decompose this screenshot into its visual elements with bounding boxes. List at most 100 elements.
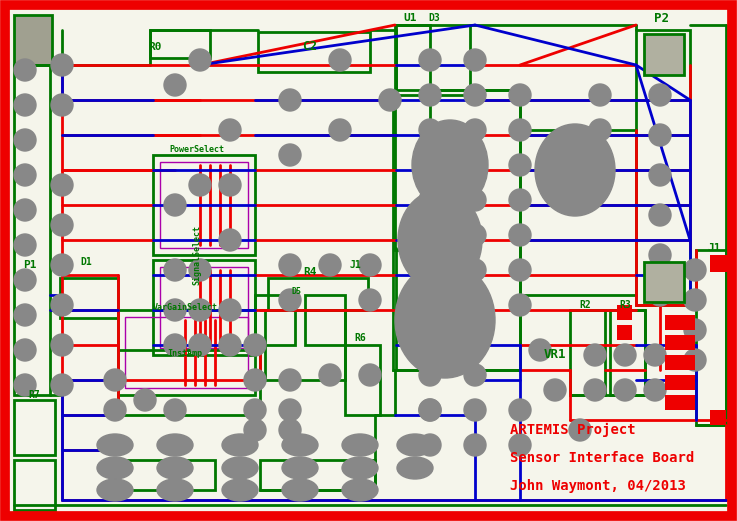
- Bar: [160, 162, 248, 248]
- Ellipse shape: [97, 434, 133, 456]
- Circle shape: [164, 74, 186, 96]
- Circle shape: [164, 299, 186, 321]
- Circle shape: [14, 164, 36, 186]
- Circle shape: [14, 339, 36, 361]
- Bar: [268, 278, 368, 310]
- Bar: [153, 155, 255, 255]
- Text: R2: R2: [579, 300, 591, 310]
- Circle shape: [359, 364, 381, 386]
- Text: John Waymont, 04/2013: John Waymont, 04/2013: [510, 479, 686, 493]
- Circle shape: [419, 294, 441, 316]
- Circle shape: [189, 334, 211, 356]
- Ellipse shape: [342, 434, 378, 456]
- Bar: [118, 350, 260, 415]
- Circle shape: [509, 119, 531, 141]
- Circle shape: [51, 374, 73, 396]
- Bar: [395, 25, 430, 250]
- Bar: [570, 310, 605, 395]
- Text: SignalSelect: SignalSelect: [192, 225, 201, 285]
- Circle shape: [279, 89, 301, 111]
- Circle shape: [104, 369, 126, 391]
- Circle shape: [464, 259, 486, 281]
- Circle shape: [164, 399, 186, 421]
- Circle shape: [419, 259, 441, 281]
- Circle shape: [244, 369, 266, 391]
- Bar: [644, 262, 684, 302]
- Circle shape: [51, 254, 73, 276]
- Circle shape: [51, 334, 73, 356]
- Circle shape: [584, 344, 606, 366]
- Circle shape: [134, 389, 156, 411]
- Circle shape: [419, 84, 441, 106]
- Circle shape: [244, 419, 266, 441]
- Circle shape: [189, 259, 211, 281]
- Text: VarGainSelect: VarGainSelect: [153, 304, 217, 313]
- Circle shape: [614, 344, 636, 366]
- Circle shape: [509, 434, 531, 456]
- Circle shape: [464, 434, 486, 456]
- Circle shape: [509, 259, 531, 281]
- Circle shape: [569, 419, 591, 441]
- Text: InstAmp: InstAmp: [167, 349, 203, 357]
- Circle shape: [509, 294, 531, 316]
- Circle shape: [14, 199, 36, 221]
- Circle shape: [379, 89, 401, 111]
- Bar: [345, 345, 380, 415]
- Bar: [665, 375, 695, 390]
- Bar: [396, 25, 470, 95]
- Circle shape: [189, 299, 211, 321]
- Circle shape: [14, 304, 36, 326]
- Circle shape: [51, 54, 73, 76]
- Circle shape: [14, 94, 36, 116]
- Circle shape: [14, 59, 36, 81]
- Ellipse shape: [157, 479, 193, 501]
- Circle shape: [464, 189, 486, 211]
- Text: R4: R4: [303, 267, 317, 277]
- Circle shape: [189, 49, 211, 71]
- Circle shape: [14, 129, 36, 151]
- Circle shape: [419, 399, 441, 421]
- Text: ARTEMIS Project: ARTEMIS Project: [510, 423, 635, 437]
- Bar: [150, 30, 210, 58]
- Text: R6: R6: [354, 333, 366, 343]
- Text: VR1: VR1: [544, 349, 566, 362]
- Circle shape: [684, 259, 706, 281]
- Circle shape: [509, 154, 531, 176]
- Circle shape: [189, 174, 211, 196]
- Circle shape: [464, 364, 486, 386]
- Circle shape: [219, 334, 241, 356]
- Circle shape: [164, 259, 186, 281]
- Circle shape: [509, 399, 531, 421]
- Circle shape: [219, 299, 241, 321]
- Circle shape: [544, 379, 566, 401]
- Circle shape: [279, 289, 301, 311]
- Ellipse shape: [398, 190, 482, 290]
- Bar: [260, 460, 375, 490]
- Bar: [255, 295, 295, 345]
- Circle shape: [244, 334, 266, 356]
- Circle shape: [244, 399, 266, 421]
- Circle shape: [329, 119, 351, 141]
- Circle shape: [644, 344, 666, 366]
- Circle shape: [529, 339, 551, 361]
- Bar: [258, 32, 370, 72]
- Circle shape: [509, 224, 531, 246]
- Bar: [644, 34, 684, 75]
- Bar: [665, 335, 695, 350]
- Circle shape: [104, 399, 126, 421]
- Ellipse shape: [222, 434, 258, 456]
- Circle shape: [419, 119, 441, 141]
- Bar: [115, 460, 215, 490]
- Circle shape: [464, 329, 486, 351]
- Ellipse shape: [222, 479, 258, 501]
- Circle shape: [649, 164, 671, 186]
- Circle shape: [419, 399, 441, 421]
- Bar: [636, 30, 690, 305]
- Circle shape: [164, 194, 186, 216]
- Ellipse shape: [97, 457, 133, 479]
- Circle shape: [279, 419, 301, 441]
- Text: U1: U1: [403, 13, 416, 23]
- Circle shape: [359, 289, 381, 311]
- Circle shape: [329, 49, 351, 71]
- Circle shape: [649, 124, 671, 146]
